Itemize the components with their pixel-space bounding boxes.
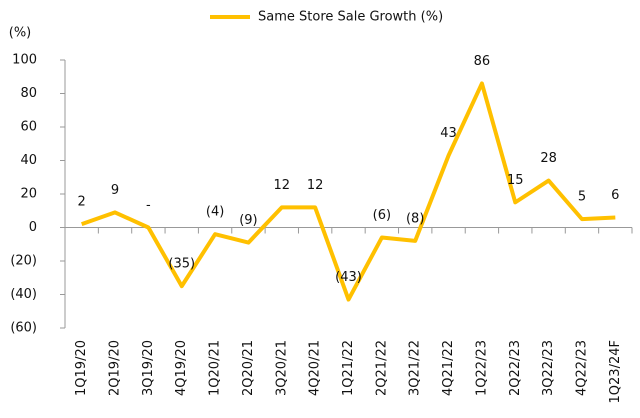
data-label: 2 [78, 195, 86, 210]
y-tick-label: (40) [10, 287, 37, 302]
y-tick-label: 100 [12, 53, 37, 68]
x-tick-label: 4Q21/22 [441, 340, 456, 396]
x-tick-label: 1Q20/21 [208, 340, 223, 396]
x-tick-label: 1Q22/23 [474, 340, 489, 396]
y-tick-label: (20) [10, 254, 37, 269]
x-tick-label: 3Q20/21 [274, 340, 289, 396]
x-tick-label: 3Q21/22 [408, 340, 423, 396]
x-tick-label: 3Q22/23 [541, 340, 556, 396]
x-tick-label: 4Q22/23 [574, 340, 589, 396]
x-tick-label: 2Q21/22 [374, 340, 389, 396]
y-tick-label: 40 [20, 153, 37, 168]
x-tick-label: 2Q20/21 [241, 340, 256, 396]
data-label: (6) [373, 208, 391, 223]
data-label: 9 [111, 183, 119, 198]
legend-label: Same Store Sale Growth (%) [258, 10, 443, 25]
y-tick-label: 80 [20, 86, 37, 101]
x-tick-label: 1Q19/20 [74, 340, 89, 396]
series-line [81, 81, 616, 302]
x-tick-label: 1Q23/24F [608, 340, 623, 403]
data-label: - [146, 198, 151, 213]
data-label: 28 [540, 151, 557, 166]
data-label: 12 [307, 178, 324, 193]
y-tick-label: 60 [20, 120, 37, 135]
data-label: 15 [507, 173, 524, 188]
data-label: 5 [578, 190, 586, 205]
data-label: (4) [206, 205, 224, 220]
data-label: (8) [406, 211, 424, 226]
data-label: (43) [335, 270, 362, 285]
data-label: (35) [168, 257, 195, 272]
x-tick-label: 2Q19/20 [108, 340, 123, 396]
x-tick-label: 4Q20/21 [308, 340, 323, 396]
data-label: 86 [474, 54, 491, 69]
y-tick-label: (60) [10, 321, 37, 336]
y-tick-label: 20 [20, 187, 37, 202]
x-tick-label: 2Q22/23 [508, 340, 523, 396]
data-label: 6 [611, 188, 619, 203]
data-label: 43 [440, 126, 457, 141]
data-label: 12 [274, 178, 291, 193]
x-tick-label: 1Q21/22 [341, 340, 356, 396]
x-tick-label: 3Q19/20 [141, 340, 156, 396]
y-tick-label: 0 [29, 220, 37, 235]
data-label: (9) [239, 213, 257, 228]
y-axis-label: (%) [9, 26, 32, 41]
x-tick-label: 4Q19/20 [174, 340, 189, 396]
